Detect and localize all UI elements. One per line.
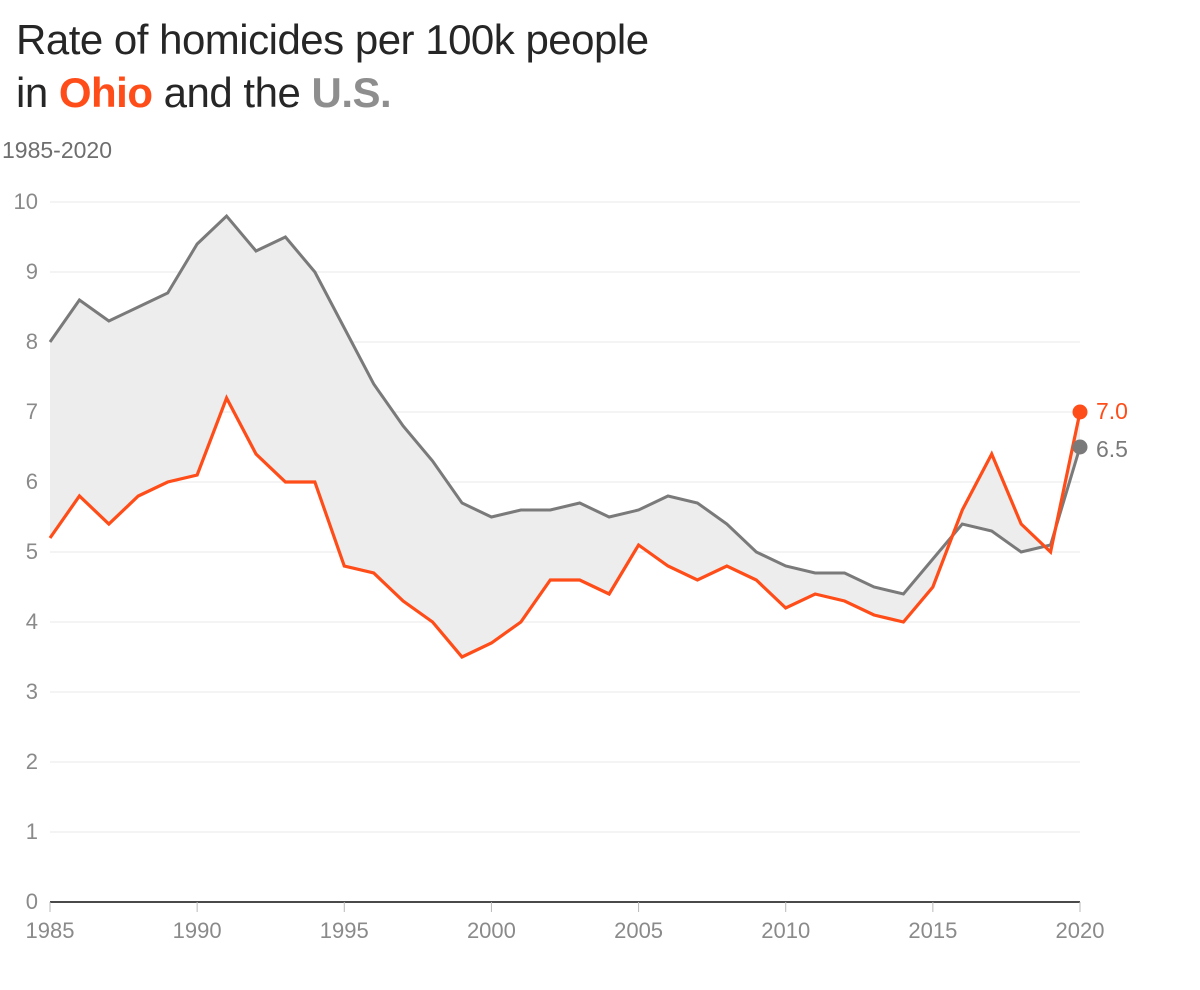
y-tick-label: 8: [26, 329, 38, 354]
x-tick-label: 1995: [320, 918, 369, 943]
difference-band: [50, 216, 1080, 657]
chart: 0 1 2 3 4 5 6 7 8 9 10 1985 1990 1995 2000 2005 2010 2015…: [2, 174, 1170, 964]
title-ohio: Ohio: [59, 69, 153, 116]
y-tick-label: 2: [26, 749, 38, 774]
chart-title: Rate of homicides per 100k people in Ohi…: [16, 14, 1184, 119]
title-line1: Rate of homicides per 100k people: [16, 16, 649, 63]
y-tick-label: 1: [26, 819, 38, 844]
x-tick-label: 1985: [26, 918, 75, 943]
title-us: U.S.: [311, 69, 391, 116]
x-tick-label: 2015: [908, 918, 957, 943]
end-label-ohio: 7.0: [1096, 398, 1128, 424]
chart-subtitle: 1985-2020: [2, 137, 1184, 164]
x-tick-label: 1990: [173, 918, 222, 943]
x-ticks: 1985 1990 1995 2000 2005 2010 2015 2020: [26, 902, 1105, 943]
end-dot-us: [1073, 440, 1088, 455]
y-tick-label: 3: [26, 679, 38, 704]
x-tick-label: 2005: [614, 918, 663, 943]
x-tick-label: 2010: [761, 918, 810, 943]
y-tick-label: 7: [26, 399, 38, 424]
y-tick-label: 4: [26, 609, 38, 634]
x-tick-label: 2020: [1056, 918, 1105, 943]
y-tick-label: 0: [26, 889, 38, 914]
title-between: and the: [153, 69, 312, 116]
y-tick-label: 5: [26, 539, 38, 564]
chart-svg: 0 1 2 3 4 5 6 7 8 9 10 1985 1990 1995 2000 2005 2010 2015…: [2, 174, 1170, 964]
end-label-us: 6.5: [1096, 436, 1128, 462]
title-line2-prefix: in: [16, 69, 59, 116]
y-ticks: 0 1 2 3 4 5 6 7 8 9 10: [14, 189, 38, 914]
x-tick-label: 2000: [467, 918, 516, 943]
y-tick-label: 10: [14, 189, 38, 214]
end-dot-ohio: [1073, 405, 1088, 420]
y-tick-label: 6: [26, 469, 38, 494]
y-tick-label: 9: [26, 259, 38, 284]
